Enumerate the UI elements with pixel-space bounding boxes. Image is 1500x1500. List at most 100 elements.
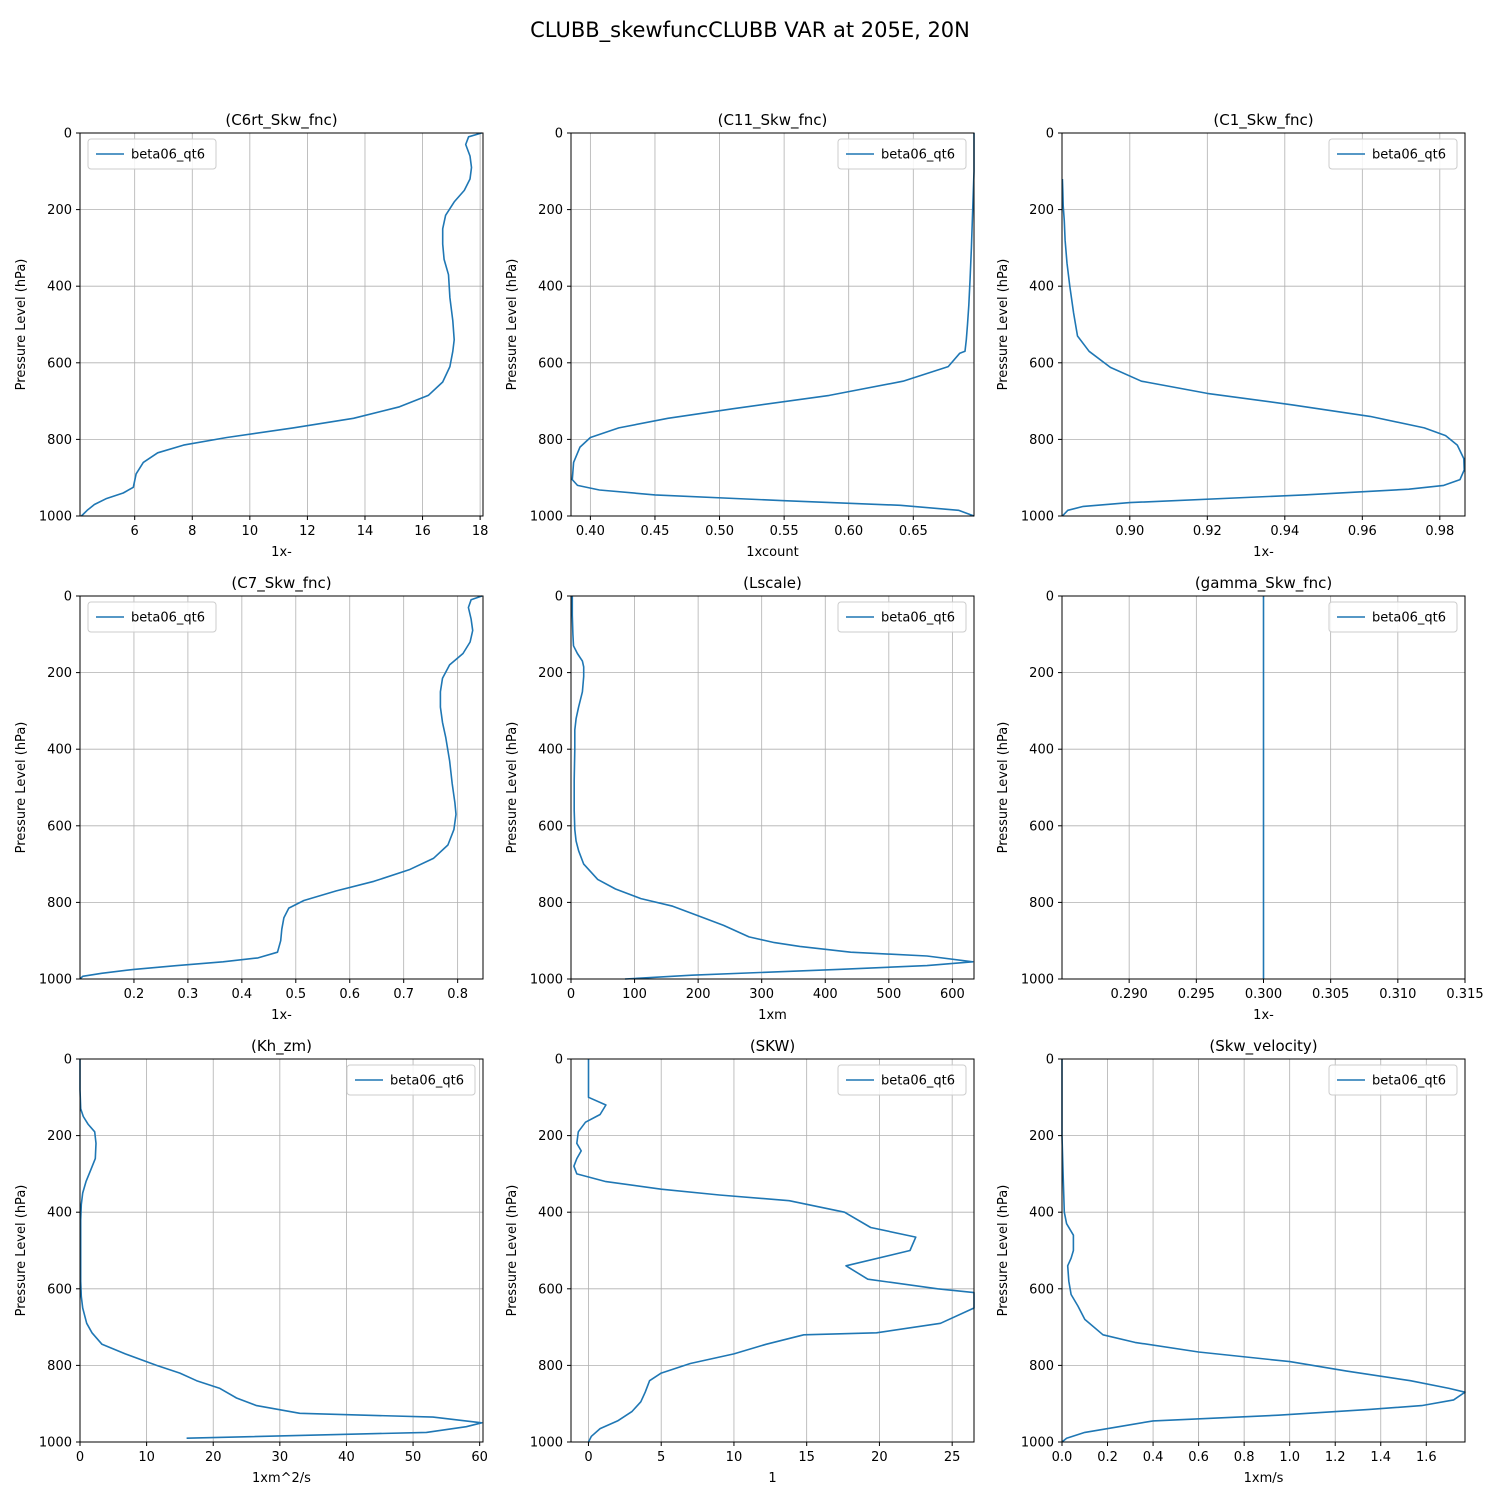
legend-box: [87, 601, 217, 633]
legend: beta06_qt6: [87, 601, 217, 633]
x-tick-label: 0.2: [1097, 1450, 1118, 1465]
legend: beta06_qt6: [837, 1064, 967, 1096]
y-tick-label: 800: [47, 1359, 72, 1374]
y-tick-label: 400: [47, 1206, 72, 1221]
figure-title: CLUBB_skewfuncCLUBB VAR at 205E, 20N: [530, 18, 970, 43]
y-tick-label: 1000: [530, 1436, 563, 1451]
subplot-title: (Lscale): [743, 574, 802, 592]
x-axis-label: 1xm^2/s: [252, 1471, 311, 1486]
y-tick-label: 0: [1046, 127, 1054, 142]
y-tick-label: 800: [538, 1359, 563, 1374]
legend-box: [1328, 601, 1458, 633]
x-axis-label: 1x-: [1253, 545, 1274, 560]
legend-label: beta06_qt6: [1372, 1074, 1446, 1089]
series-line: [573, 1059, 975, 1443]
y-tick-label: 400: [538, 280, 563, 295]
legend-label: beta06_qt6: [131, 148, 205, 163]
x-tick-label: 50: [405, 1450, 422, 1465]
y-tick-label: 0: [555, 1053, 563, 1068]
legend-box: [1328, 138, 1458, 170]
y-tick-label: 200: [538, 1129, 563, 1144]
x-tick-label: 400: [813, 987, 838, 1002]
legend: beta06_qt6: [87, 138, 217, 170]
series-line: [1061, 1059, 1466, 1443]
legend-label: beta06_qt6: [390, 1074, 464, 1089]
subplot-panel: 0.290 0.295 0.300 0.305 0.310 0.315 0 200 400 600…: [996, 574, 1484, 1023]
x-tick-label: 0.305: [1312, 987, 1349, 1002]
x-tick-label: 0.8: [1234, 1450, 1255, 1465]
y-axis-label: Pressure Level (hPa): [14, 1185, 29, 1317]
x-tick-label: 15: [798, 1450, 815, 1465]
y-axis-label: Pressure Level (hPa): [996, 259, 1011, 391]
x-tick-label: 40: [338, 1450, 355, 1465]
x-axis-label: 1xm: [758, 1008, 787, 1023]
x-tick-label: 10: [726, 1450, 743, 1465]
series-line: [79, 1059, 483, 1439]
y-tick-label: 800: [538, 896, 563, 911]
plot-frame: [1061, 1058, 1466, 1443]
y-axis-label: Pressure Level (hPa): [996, 722, 1011, 854]
y-tick-label: 200: [1029, 666, 1054, 681]
x-tick-label: 25: [944, 1450, 961, 1465]
x-tick-label: 5: [657, 1450, 665, 1465]
subplot-title: (Skw_velocity): [1209, 1037, 1317, 1056]
x-tick-label: 0: [584, 1450, 592, 1465]
x-axis-label: 1x-: [1253, 1008, 1274, 1023]
subplot-panel: 0.40 0.45 0.50 0.55 0.60 0.65 0 200 400 600 800 100…: [505, 111, 975, 560]
legend: beta06_qt6: [837, 601, 967, 633]
y-tick-label: 1000: [1021, 510, 1054, 525]
x-tick-label: 0.0: [1052, 1450, 1073, 1465]
x-tick-label: 12: [299, 524, 316, 539]
legend-label: beta06_qt6: [131, 611, 205, 626]
x-tick-label: 0.94: [1270, 524, 1299, 539]
y-tick-label: 200: [538, 203, 563, 218]
legend-label: beta06_qt6: [881, 611, 955, 626]
subplot-title: (SKW): [750, 1037, 795, 1055]
plot-frame: [570, 132, 975, 517]
legend-box: [837, 1064, 967, 1096]
x-tick-label: 1.4: [1370, 1450, 1391, 1465]
x-tick-label: 0.92: [1193, 524, 1222, 539]
legend: beta06_qt6: [1328, 1064, 1458, 1096]
series-line: [571, 133, 975, 517]
y-tick-label: 600: [538, 819, 563, 834]
series-line: [571, 596, 974, 980]
y-tick-label: 600: [47, 819, 72, 834]
x-tick-label: 0.55: [770, 524, 799, 539]
y-tick-label: 400: [47, 743, 72, 758]
y-tick-label: 400: [47, 280, 72, 295]
x-tick-label: 60: [471, 1450, 488, 1465]
x-tick-label: 20: [871, 1450, 888, 1465]
y-tick-label: 1000: [39, 1436, 72, 1451]
y-tick-label: 400: [1029, 743, 1054, 758]
y-axis-label: Pressure Level (hPa): [14, 259, 29, 391]
legend-box: [346, 1064, 476, 1096]
subplot-title: (C7_Skw_fnc): [231, 574, 331, 593]
y-tick-label: 0: [64, 1053, 72, 1068]
y-tick-label: 0: [64, 127, 72, 142]
x-tick-label: 18: [472, 524, 489, 539]
x-tick-label: 0.45: [640, 524, 669, 539]
series-line: [79, 595, 483, 980]
subplot-panel: 0.0 0.2 0.4 0.6 0.8 1.0 1.2 1.4 1.6 0 200 400 600 800…: [996, 1037, 1466, 1486]
x-tick-label: 30: [272, 1450, 289, 1465]
y-tick-label: 0: [555, 590, 563, 605]
y-axis-label: Pressure Level (hPa): [505, 722, 520, 854]
y-tick-label: 1000: [39, 510, 72, 525]
y-tick-label: 800: [47, 433, 72, 448]
x-axis-label: 1x-: [271, 1008, 292, 1023]
legend: beta06_qt6: [1328, 601, 1458, 633]
x-tick-label: 16: [414, 524, 431, 539]
x-tick-label: 0.6: [1188, 1450, 1209, 1465]
x-tick-label: 600: [940, 987, 965, 1002]
y-tick-label: 1000: [530, 973, 563, 988]
y-axis-label: Pressure Level (hPa): [14, 722, 29, 854]
y-tick-label: 200: [47, 203, 72, 218]
x-tick-label: 0.50: [705, 524, 734, 539]
y-tick-label: 800: [538, 433, 563, 448]
legend-label: beta06_qt6: [881, 1074, 955, 1089]
x-axis-label: 1x-: [271, 545, 292, 560]
subplot-title: (C6rt_Skw_fnc): [225, 111, 337, 130]
y-tick-label: 1000: [1021, 973, 1054, 988]
subplot-title: (Kh_zm): [251, 1037, 312, 1056]
